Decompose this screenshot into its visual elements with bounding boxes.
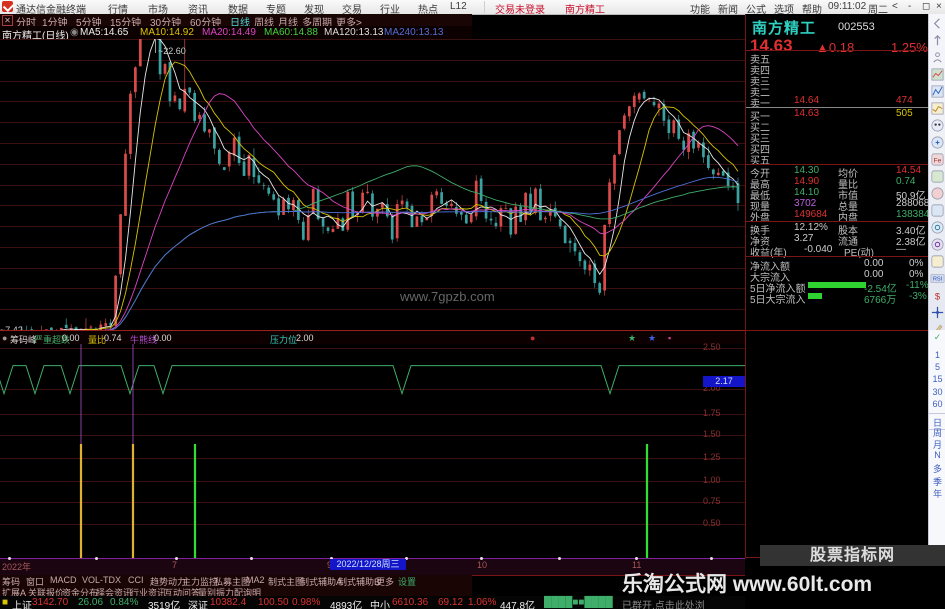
svg-text:$: $ — [935, 291, 941, 301]
svg-text:Fe: Fe — [934, 157, 942, 164]
svg-text:RSI: RSI — [933, 276, 943, 282]
